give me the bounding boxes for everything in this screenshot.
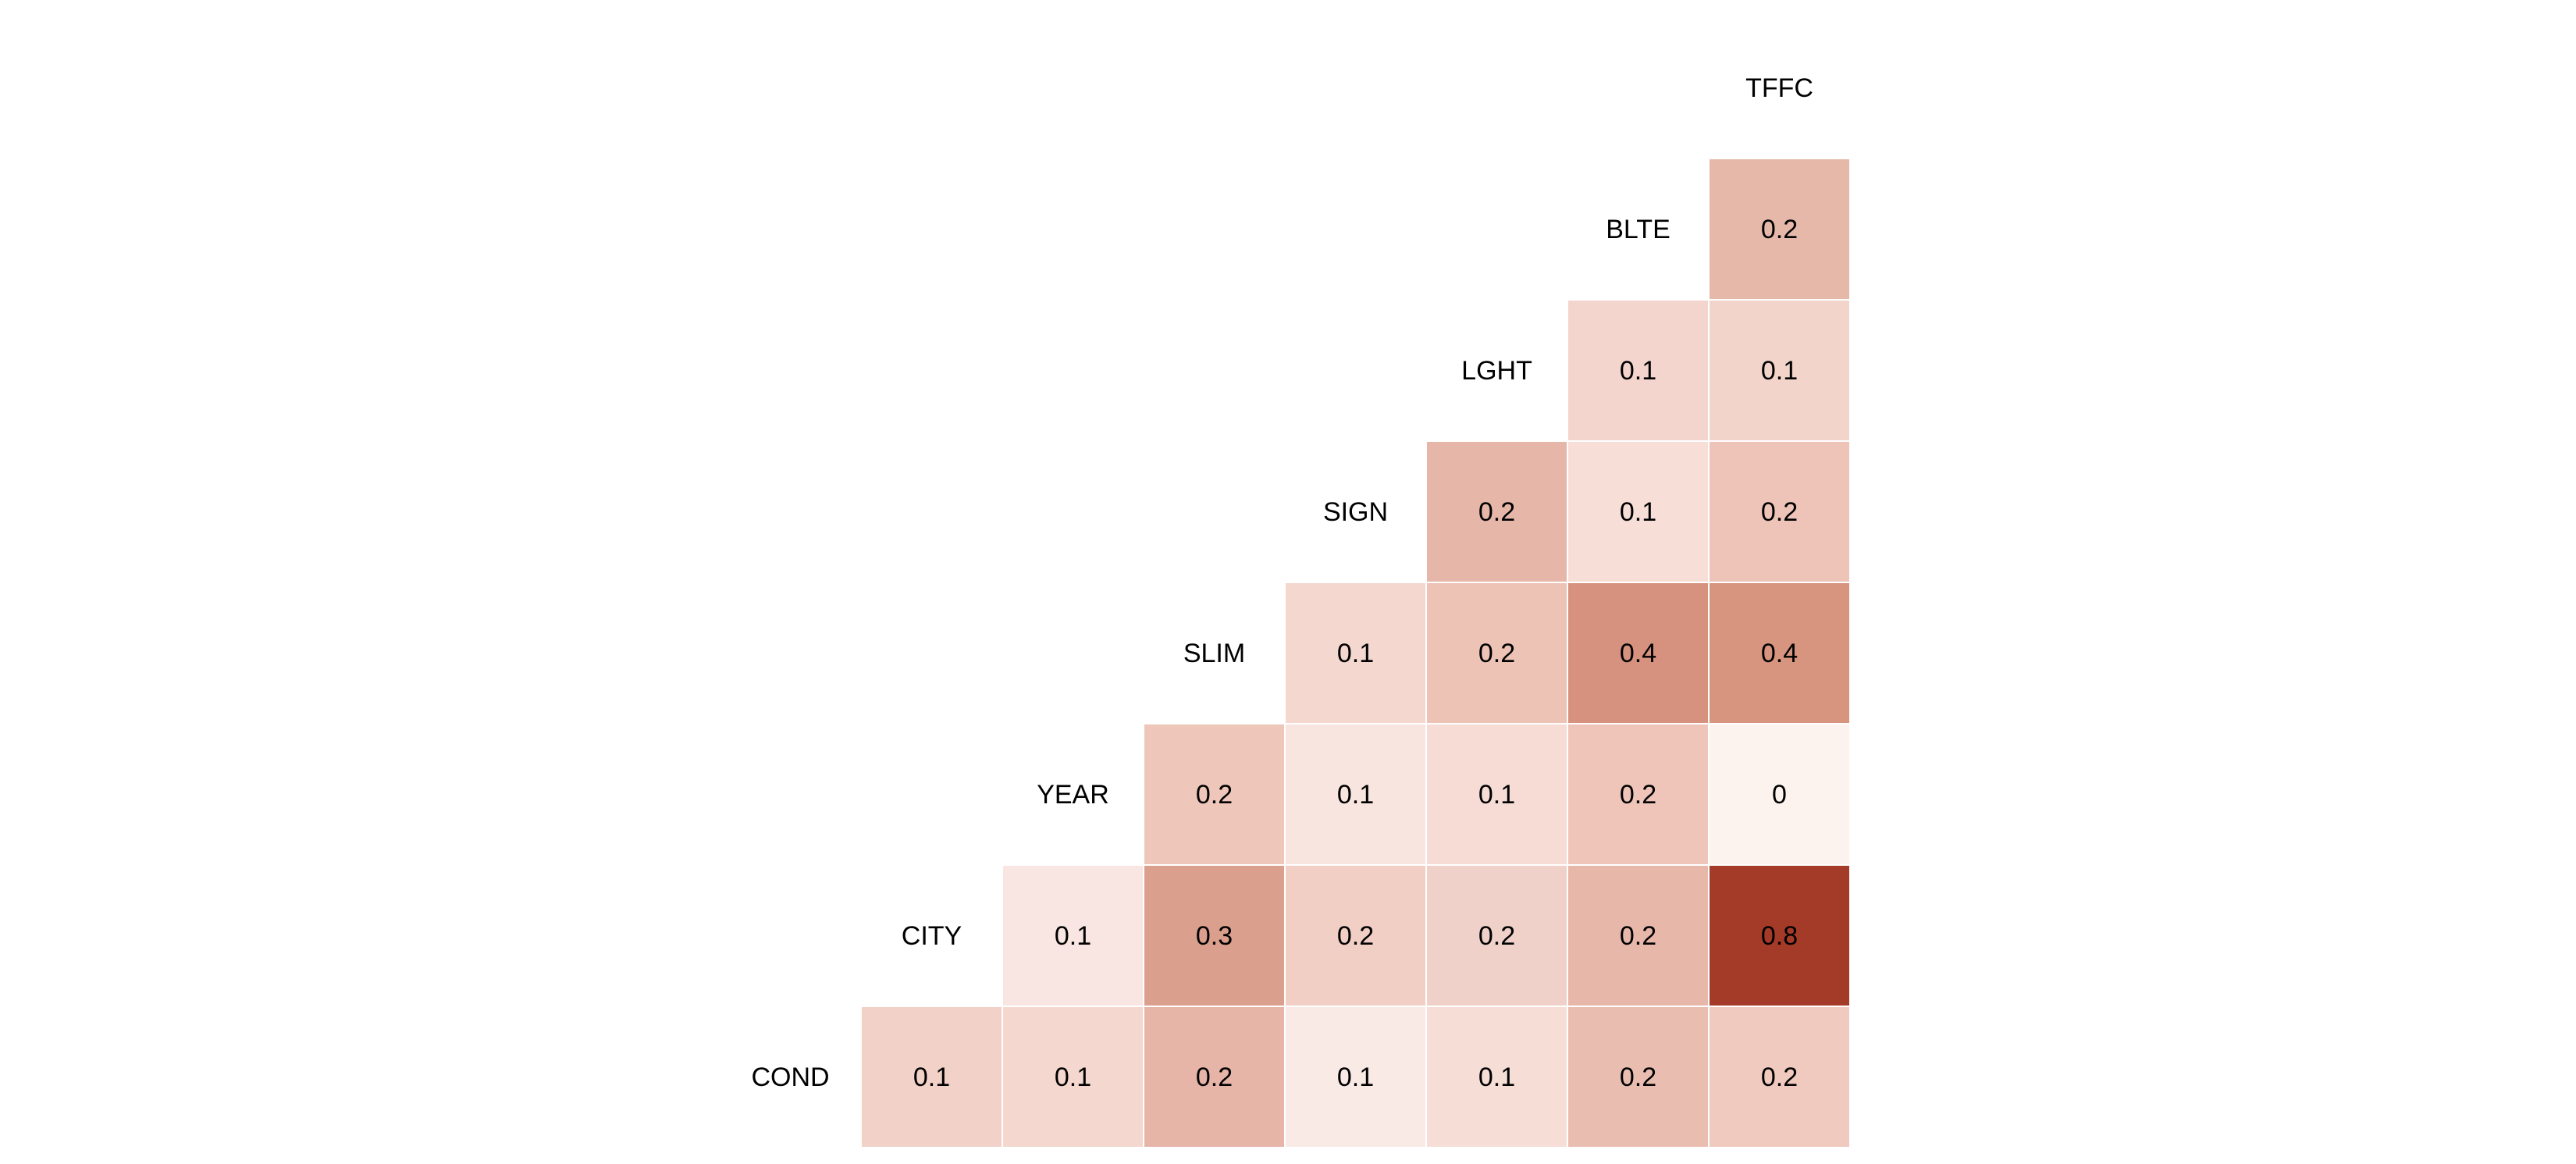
corr-cell-sign-lght: 0.2 (1426, 441, 1567, 582)
var-label-sign: SIGN (1322, 497, 1389, 527)
var-label-blte: BLTE (1606, 214, 1670, 244)
corr-value: 0.1 (1054, 920, 1092, 951)
var-label-cond: COND (751, 1062, 830, 1092)
corr-value: 0.4 (1619, 638, 1657, 668)
corr-cell-city-sign: 0.2 (1285, 865, 1426, 1006)
corr-cell-year-sign: 0.1 (1285, 724, 1426, 865)
corr-value: 0.2 (1760, 497, 1799, 527)
corr-cell-slim-blte: 0.4 (1567, 582, 1709, 724)
corr-cell-city-slim: 0.3 (1144, 865, 1285, 1006)
corr-value: 0.2 (1760, 214, 1799, 244)
corr-cell-lght-blte: 0.1 (1567, 300, 1709, 441)
corr-value: 0.2 (1478, 920, 1516, 951)
corr-cell-lght-tffc: 0.1 (1709, 300, 1850, 441)
corr-cell-blte-tffc: 0.2 (1709, 158, 1850, 300)
corr-cell-cond-slim: 0.2 (1144, 1006, 1285, 1148)
corr-value: 0.1 (1619, 497, 1657, 527)
var-label-tffc: TFFC (1745, 73, 1813, 103)
corr-value: 0.1 (1478, 779, 1516, 810)
corr-value: 0.1 (1336, 1062, 1375, 1092)
corr-cell-cond-year: 0.1 (1002, 1006, 1144, 1148)
corr-value: 0.2 (1195, 1062, 1233, 1092)
corr-cell-sign-tffc: 0.2 (1709, 441, 1850, 582)
corr-cell-year-slim: 0.2 (1144, 724, 1285, 865)
var-label-city: CITY (901, 920, 962, 951)
corr-cell-cond-lght: 0.1 (1426, 1006, 1567, 1148)
corr-value: 0.3 (1195, 920, 1233, 951)
corr-value: 0.2 (1478, 638, 1516, 668)
corr-cell-year-lght: 0.1 (1426, 724, 1567, 865)
corr-value: 0.1 (1336, 779, 1375, 810)
var-label-lght: LGHT (1461, 355, 1532, 386)
corr-value: 0.2 (1619, 920, 1657, 951)
corr-cell-cond-tffc: 0.2 (1709, 1006, 1850, 1148)
corr-cell-city-tffc: 0.8 (1709, 865, 1850, 1006)
corr-cell-sign-blte: 0.1 (1567, 441, 1709, 582)
corr-value: 0.2 (1760, 1062, 1799, 1092)
corr-cell-year-blte: 0.2 (1567, 724, 1709, 865)
corr-value: 0.1 (1478, 1062, 1516, 1092)
var-label-slim: SLIM (1183, 638, 1246, 668)
corr-value: 0 (1772, 779, 1787, 810)
corr-value: 0.2 (1478, 497, 1516, 527)
corr-cell-slim-lght: 0.2 (1426, 582, 1567, 724)
corr-cell-city-lght: 0.2 (1426, 865, 1567, 1006)
corr-value: 0.1 (913, 1062, 951, 1092)
corr-value: 0.1 (1336, 638, 1375, 668)
corr-cell-cond-sign: 0.1 (1285, 1006, 1426, 1148)
correlation-heatmap: TFFC BLTE 0.2 LGHT 0.1 0.1 SIGN 0.2 0.1 0.2 SLIM 0.… (720, 17, 1850, 1148)
corr-value: 0.1 (1619, 355, 1657, 386)
corr-value: 0.4 (1760, 638, 1799, 668)
corr-cell-cond-city: 0.1 (861, 1006, 1002, 1148)
corr-value: 0.2 (1619, 779, 1657, 810)
var-label-year: YEAR (1037, 779, 1109, 810)
corr-value: 0.1 (1054, 1062, 1092, 1092)
corr-cell-year-tffc: 0 (1709, 724, 1850, 865)
corr-cell-cond-blte: 0.2 (1567, 1006, 1709, 1148)
corr-cell-city-year: 0.1 (1002, 865, 1144, 1006)
corr-value: 0.2 (1195, 779, 1233, 810)
corr-cell-city-blte: 0.2 (1567, 865, 1709, 1006)
corr-value: 0.8 (1760, 920, 1799, 951)
corr-cell-slim-sign: 0.1 (1285, 582, 1426, 724)
corr-value: 0.1 (1760, 355, 1799, 386)
corr-value: 0.2 (1336, 920, 1375, 951)
corr-cell-slim-tffc: 0.4 (1709, 582, 1850, 724)
corr-value: 0.2 (1619, 1062, 1657, 1092)
